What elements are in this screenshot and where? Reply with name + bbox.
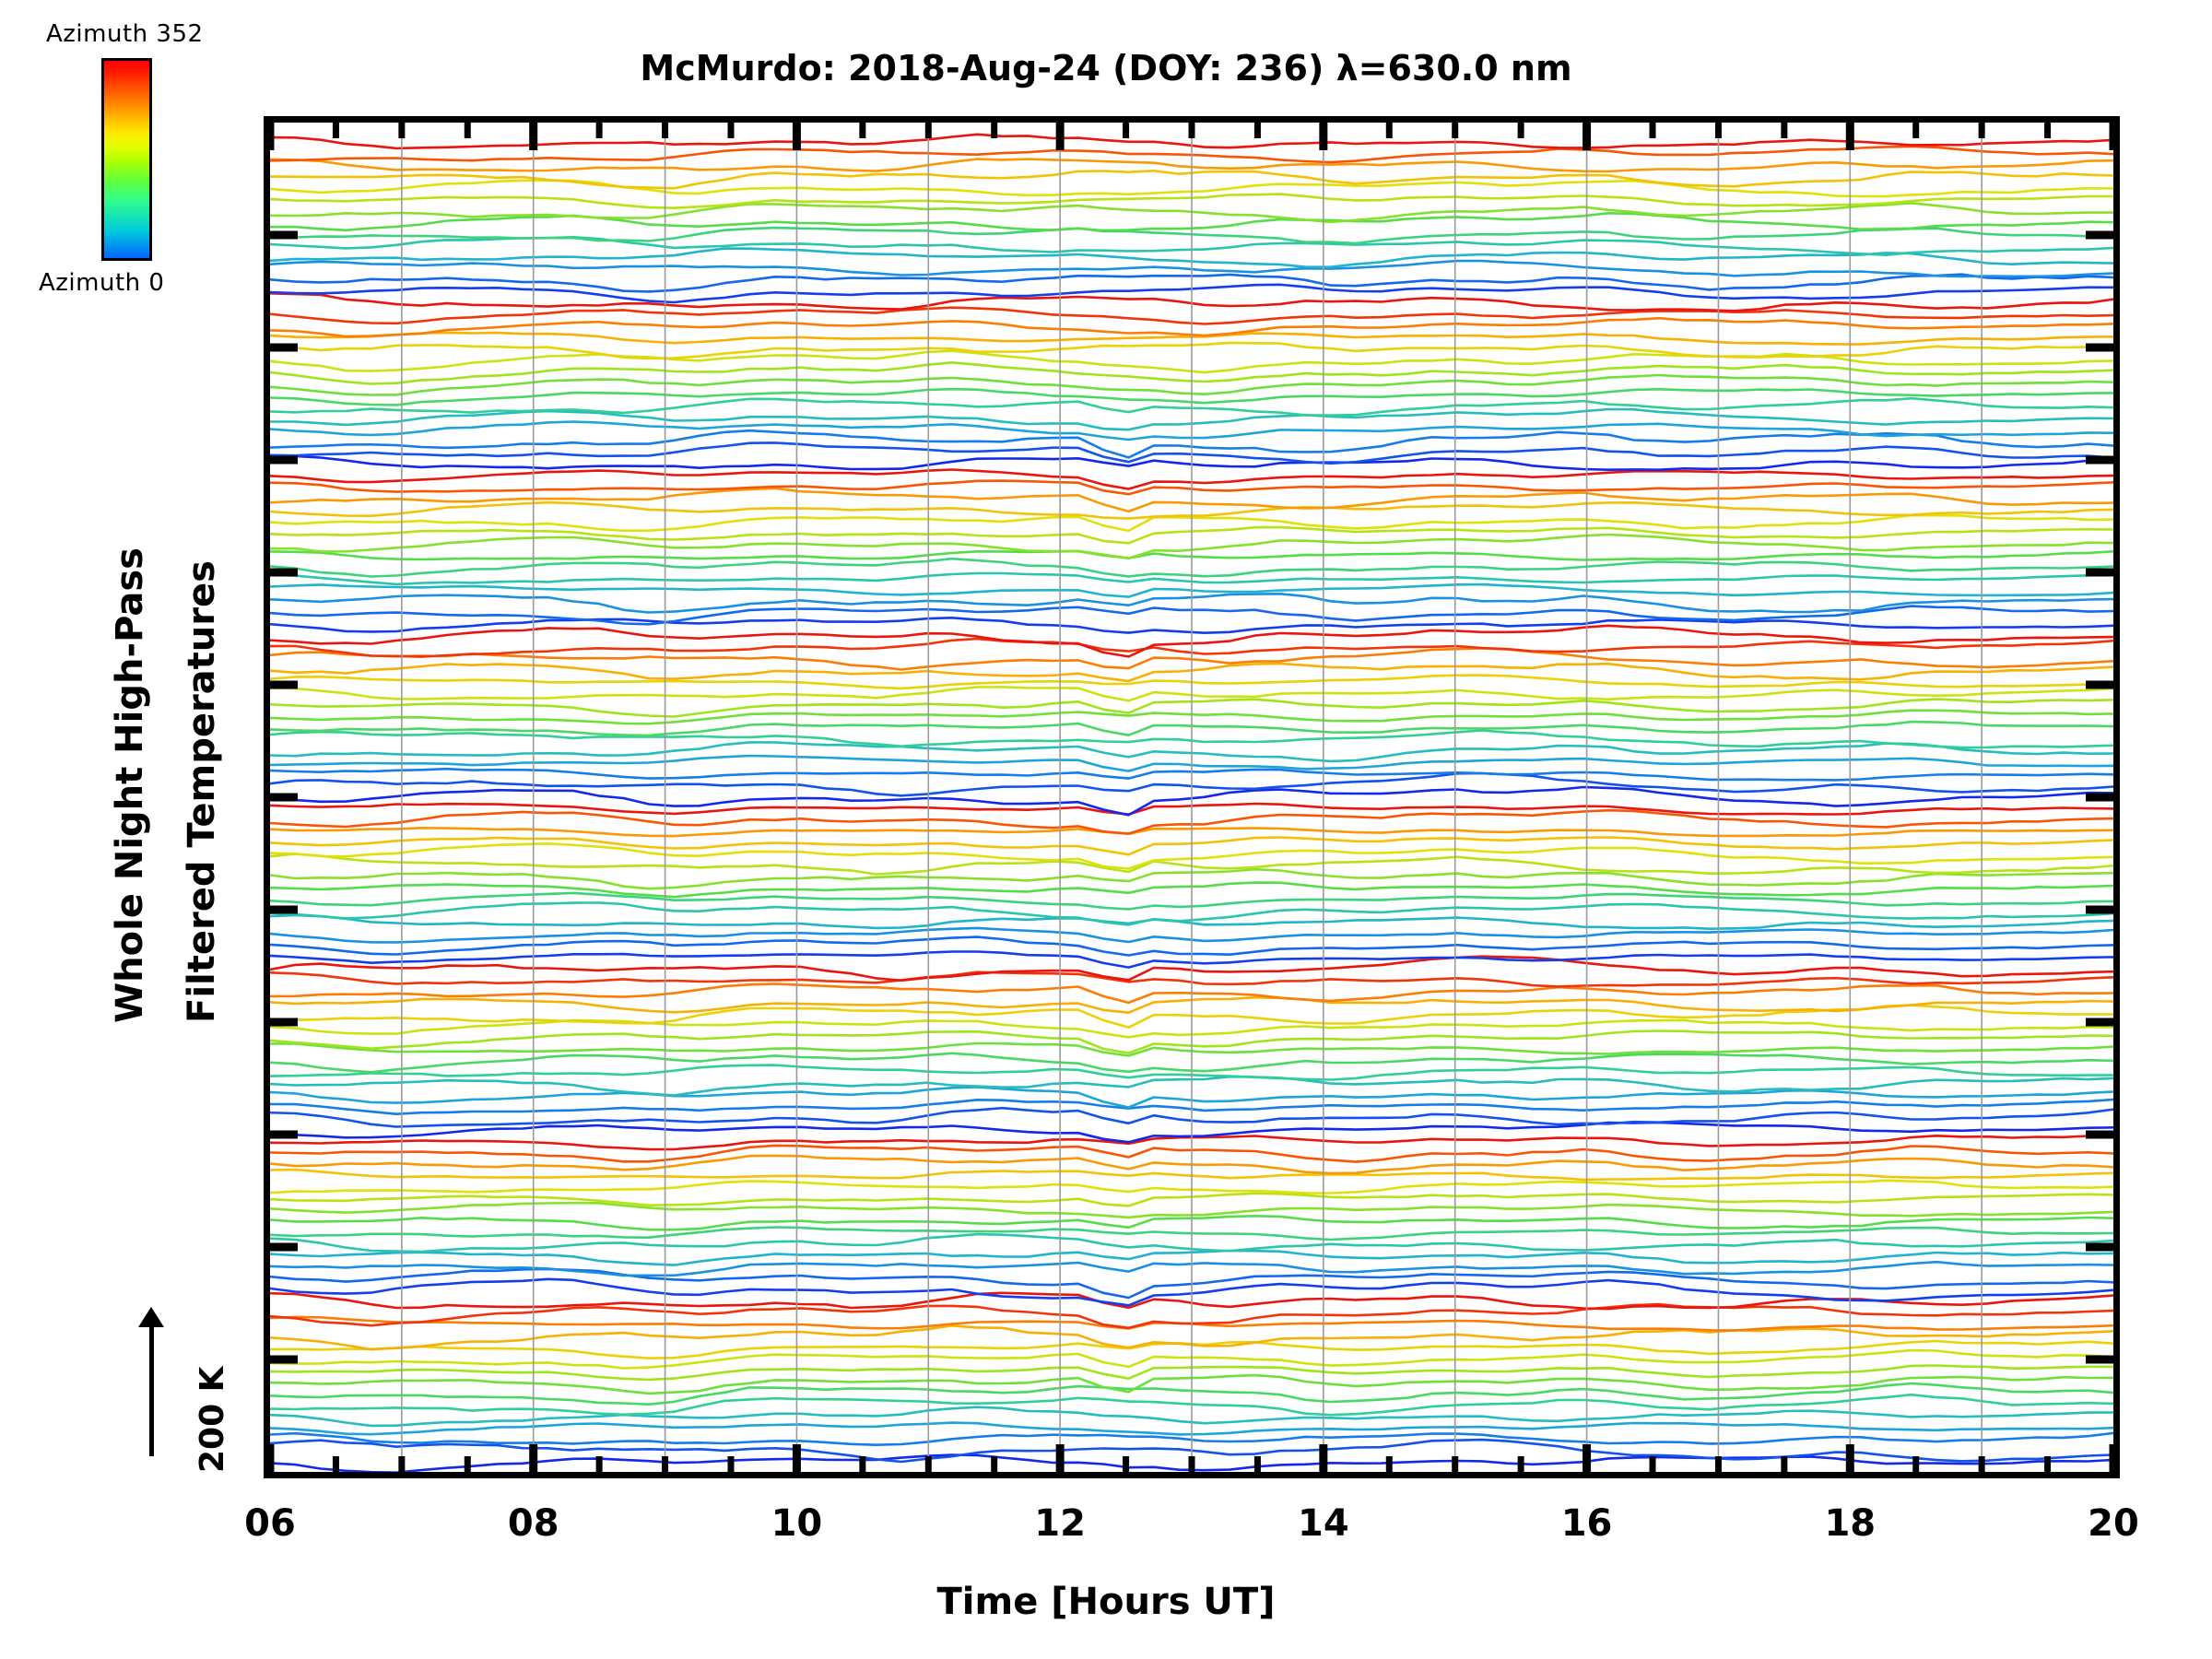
scale-label: 200 K [194, 1366, 231, 1473]
x-tick-label: 18 [1824, 1502, 1877, 1545]
colorbar-min-label: Azimuth 0 [39, 269, 165, 297]
x-tick-label: 06 [244, 1502, 296, 1545]
page-title: McMurdo: 2018-Aug-24 (DOY: 236) λ=630.0 … [640, 48, 1572, 88]
colorbar-gradient [101, 58, 152, 261]
x-axis-title: Time [Hours UT] [936, 1581, 1276, 1623]
y-axis-title-line1: Whole Night High-Pass [109, 547, 151, 1023]
x-tick-label: 10 [771, 1502, 823, 1545]
plot-canvas [270, 123, 2113, 1472]
x-tick-label: 08 [507, 1502, 559, 1545]
x-tick-label: 12 [1034, 1502, 1086, 1545]
scale-arrow-shaft [149, 1320, 154, 1456]
y-axis-title-line2: Filtered Temperatures [181, 560, 223, 1023]
x-tick-label: 14 [1298, 1502, 1349, 1545]
vertical-scale-annotation: 200 K [136, 1300, 247, 1484]
x-tick-label: 16 [1560, 1502, 1613, 1545]
colorbar-max-label: Azimuth 352 [46, 20, 204, 48]
up-arrow-icon [138, 1307, 164, 1327]
azimuth-colorbar-legend: Azimuth 352 Azimuth 0 [0, 0, 276, 304]
x-tick-label: 20 [2088, 1502, 2139, 1545]
plot-frame [264, 116, 2120, 1478]
